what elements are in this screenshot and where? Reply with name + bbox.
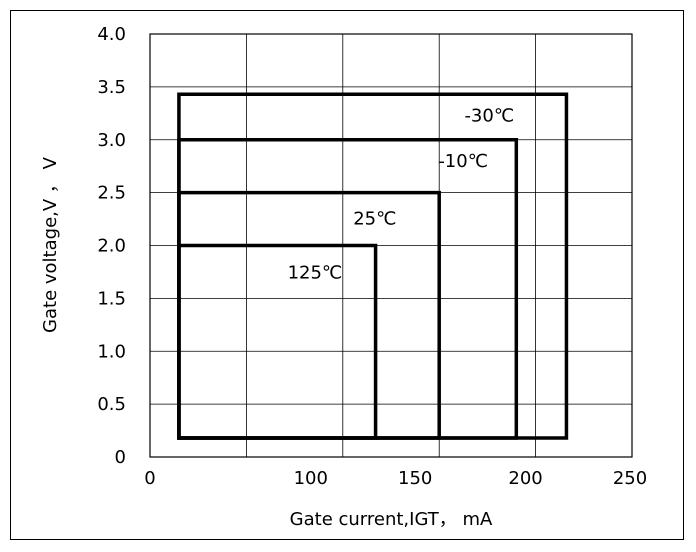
plot-area — [149, 33, 633, 458]
x-tick-label: 200 — [508, 468, 542, 489]
series-line — [177, 138, 519, 440]
series-label: 25℃ — [353, 209, 396, 230]
y-tick-label: 3.0 — [97, 130, 126, 151]
chart-frame — [10, 10, 684, 540]
x-tick-label: 0 — [144, 468, 155, 489]
x-tick-label: 100 — [294, 468, 328, 489]
y-tick-label: 4.0 — [97, 24, 126, 45]
series-label: -30℃ — [464, 105, 514, 126]
x-tick-label: 150 — [398, 468, 432, 489]
y-axis-label: Gate voltage,V ， V — [40, 156, 61, 333]
x-axis-label: Gate current,IGT， mA — [290, 509, 493, 530]
series-line — [177, 92, 569, 440]
y-tick-labels: 0 0.5 1.0 1.5 2.0 2.5 3.0 3.5 4.0 — [97, 24, 126, 468]
y-tick-label: 1.5 — [97, 288, 126, 309]
y-tick-label: 0 — [115, 447, 126, 468]
y-tick-label: 2.5 — [97, 183, 126, 204]
series-label: 125℃ — [288, 263, 343, 284]
x-tick-labels: 0 100 150 200 250 — [144, 468, 647, 489]
series-group: -30℃ -10℃ 25℃ 125℃ — [177, 92, 569, 440]
series-line — [177, 243, 378, 440]
series-label: -10℃ — [438, 151, 488, 172]
x-tick-label: 250 — [613, 468, 647, 489]
y-tick-label: 2.0 — [97, 236, 126, 257]
y-tick-label: 0.5 — [97, 394, 126, 415]
y-tick-label: 3.5 — [97, 77, 126, 98]
y-tick-label: 1.0 — [97, 341, 126, 362]
series-line — [177, 190, 441, 440]
